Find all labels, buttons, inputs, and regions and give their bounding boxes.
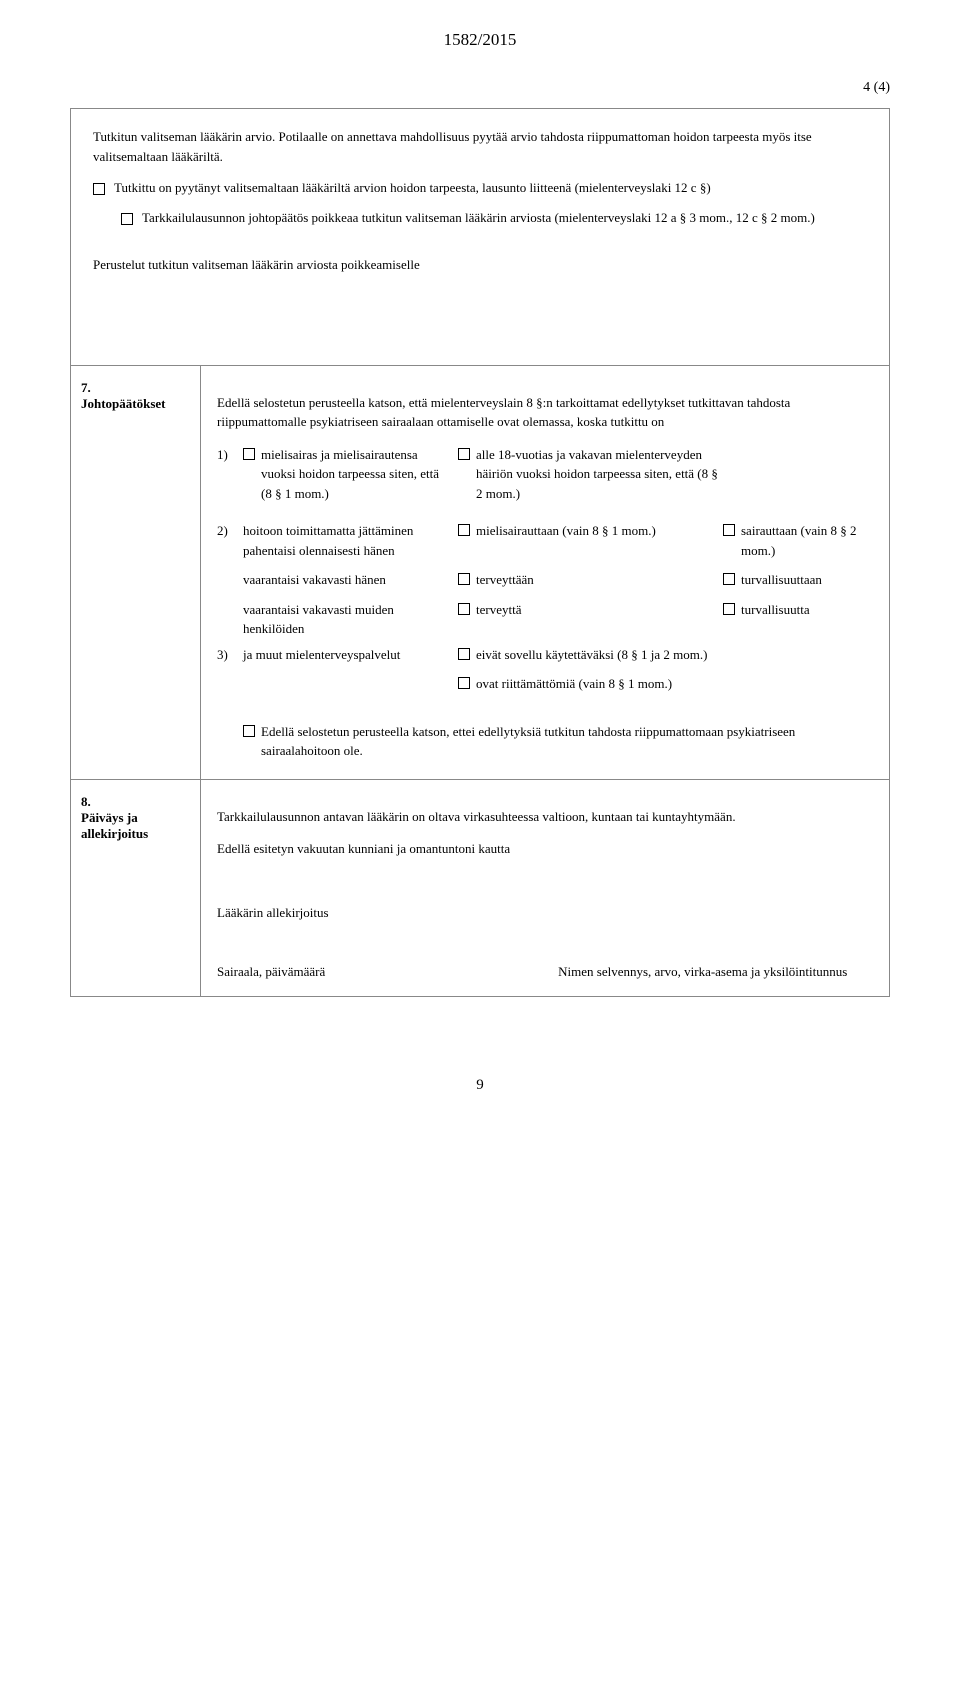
criteria-row-2a: 2) hoitoon toimittamatta jättäminen pahe… — [217, 521, 873, 564]
crit-label: alle 18-vuotias ja vakavan mielenterveyd… — [476, 445, 723, 504]
check-row-2: Tarkkailulausunnon johtopäätös poikkeaa … — [93, 208, 867, 228]
section-6-box: Tutkitun valitseman lääkärin arvio. Poti… — [70, 108, 890, 366]
section-title: Johtopäätökset — [81, 396, 190, 412]
intro-text: Tutkitun valitseman lääkärin arvio. Poti… — [93, 127, 867, 166]
crit-label: ovat riittämättömiä (vain 8 § 1 mom.) — [476, 674, 723, 694]
crit-text: hoitoon toimittamatta jättäminen pahenta… — [243, 523, 413, 558]
section-7-label: 7. Johtopäätökset — [71, 366, 201, 779]
check-label: Tutkittu on pyytänyt valitsemaltaan lääk… — [114, 180, 711, 195]
crit-label: terveyttään — [476, 570, 723, 590]
crit-text: vaarantaisi vakavasti muiden henkilöiden — [243, 602, 394, 637]
checkbox-icon[interactable] — [458, 677, 470, 689]
crit-num: 2) — [217, 521, 243, 541]
page-indicator: 4 (4) — [70, 80, 890, 96]
crit-text: vaarantaisi vakavasti hänen — [243, 572, 386, 587]
sig-right: Nimen selvennys, arvo, virka-asema ja yk… — [558, 962, 873, 982]
criteria-row-1: 1) mielisairas ja mielisairautensa vuoks… — [217, 445, 873, 508]
final-check-label: Edellä selostetun perusteella katson, et… — [261, 722, 873, 761]
crit-text: ja muut mielenterveyspalvelut — [243, 647, 400, 662]
checkbox-icon[interactable] — [458, 648, 470, 660]
checkbox-icon[interactable] — [93, 183, 105, 195]
footer-page-number: 9 — [70, 1077, 890, 1094]
crit-label: turvallisuuttaan — [741, 570, 873, 590]
section-8-body: Tarkkailulausunnon antavan lääkärin on o… — [201, 780, 889, 996]
section-7: 7. Johtopäätökset Edellä selostetun peru… — [70, 366, 890, 780]
crit-label: sairauttaan (vain 8 § 2 mom.) — [741, 521, 873, 560]
section-7-body: Edellä selostetun perusteella katson, et… — [201, 366, 889, 779]
check-label: Tarkkailulausunnon johtopäätös poikkeaa … — [142, 210, 815, 225]
crit-label: eivät sovellu käytettäväksi (8 § 1 ja 2 … — [476, 645, 723, 665]
criteria-row-2c: vaarantaisi vakavasti muiden henkilöiden… — [217, 600, 873, 639]
sec8-line2: Edellä esitetyn vakuutan kunniani ja oma… — [217, 839, 873, 859]
justification-label: Perustelut tutkitun valitseman lääkärin … — [93, 255, 867, 275]
crit-label: mielisairauttaan (vain 8 § 1 mom.) — [476, 521, 723, 541]
section-8-label: 8. Päiväys ja allekirjoitus — [71, 780, 201, 996]
checkbox-icon[interactable] — [723, 524, 735, 536]
criteria-row-2b: vaarantaisi vakavasti hänen terveyttään … — [217, 570, 873, 594]
crit-label: terveyttä — [476, 600, 723, 620]
sig-label: Lääkärin allekirjoitus — [217, 903, 873, 923]
crit-label: mielisairas ja mielisairautensa vuoksi h… — [261, 445, 448, 504]
checkbox-icon[interactable] — [723, 573, 735, 585]
crit-label: turvallisuutta — [741, 600, 873, 620]
section-title: Päiväys ja allekirjoitus — [81, 810, 190, 842]
checkbox-icon[interactable] — [458, 603, 470, 615]
checkbox-icon[interactable] — [121, 213, 133, 225]
checkbox-icon[interactable] — [243, 448, 255, 460]
checkbox-icon[interactable] — [458, 524, 470, 536]
section-7-intro: Edellä selostetun perusteella katson, et… — [217, 393, 873, 432]
final-check-row: Edellä selostetun perusteella katson, et… — [217, 722, 873, 761]
document-id: 1582/2015 — [70, 30, 890, 50]
crit-num: 1) — [217, 445, 243, 465]
crit-num: 3) — [217, 645, 243, 665]
checkbox-icon[interactable] — [723, 603, 735, 615]
section-num: 7. — [81, 380, 190, 396]
justification-blank — [93, 287, 867, 347]
checkbox-icon[interactable] — [458, 573, 470, 585]
criteria-row-3a: 3) ja muut mielenterveyspalvelut eivät s… — [217, 645, 873, 669]
checkbox-icon[interactable] — [243, 725, 255, 737]
checkbox-icon[interactable] — [458, 448, 470, 460]
sig-left: Sairaala, päivämäärä — [217, 962, 532, 982]
signature-row: Sairaala, päivämäärä Nimen selvennys, ar… — [217, 962, 873, 982]
section-8: 8. Päiväys ja allekirjoitus Tarkkailulau… — [70, 780, 890, 997]
section-num: 8. — [81, 794, 190, 810]
criteria-row-3b: ovat riittämättömiä (vain 8 § 1 mom.) — [217, 674, 873, 698]
sec8-line1: Tarkkailulausunnon antavan lääkärin on o… — [217, 807, 873, 827]
check-row-1: Tutkittu on pyytänyt valitsemaltaan lääk… — [93, 178, 867, 198]
page-container: 1582/2015 4 (4) Tutkitun valitseman lääk… — [0, 0, 960, 1134]
